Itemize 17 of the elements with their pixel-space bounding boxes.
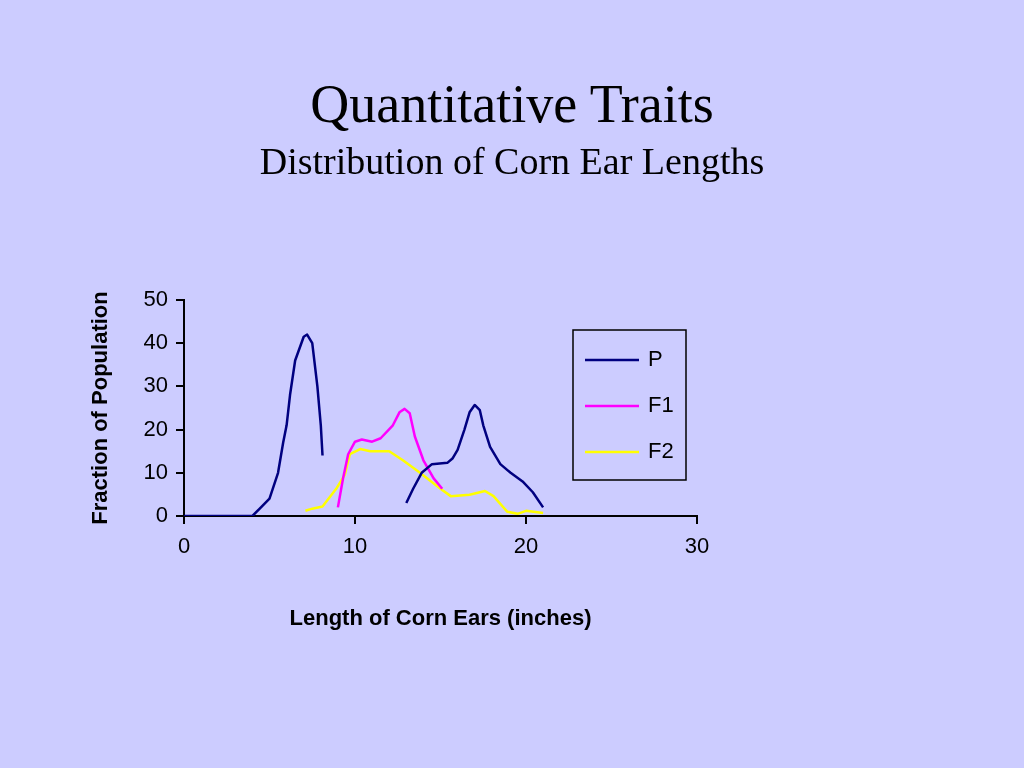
x-tick-label: 20 — [513, 533, 539, 559]
y-tick-label: 40 — [143, 329, 168, 355]
y-tick-label: 20 — [143, 415, 168, 441]
x-tick-label: 0 — [177, 533, 191, 559]
chart-subtitle: Distribution of Corn Ear Lengths — [258, 139, 766, 184]
legend-label: F2 — [648, 438, 674, 464]
x-tick-label: 10 — [342, 533, 368, 559]
y-tick-label: 10 — [143, 458, 168, 484]
y-tick-label: 50 — [143, 286, 168, 312]
y-tick-label: 30 — [143, 372, 168, 398]
x-axis-title: Length of Corn Ears (inches) — [289, 604, 592, 630]
legend-label: P — [648, 346, 663, 372]
y-axis-title: Fraction of Population — [87, 291, 113, 525]
x-tick-label: 30 — [684, 533, 710, 559]
chart-title: Quantitative Traits — [309, 73, 715, 136]
legend-label: F1 — [648, 392, 674, 418]
y-tick-label: 0 — [155, 502, 168, 528]
